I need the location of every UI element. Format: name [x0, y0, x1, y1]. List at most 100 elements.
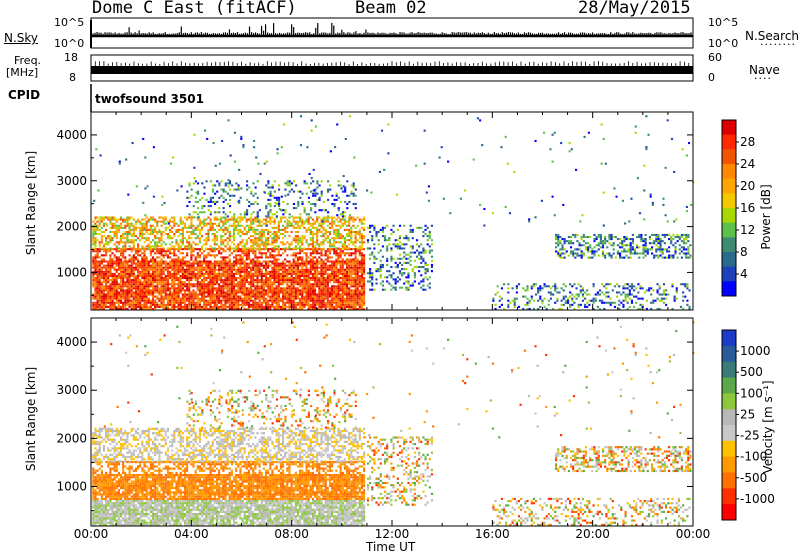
power-cell: [354, 297, 357, 300]
power-cell: [162, 297, 165, 300]
power-cell: [222, 188, 225, 191]
power-cell: [213, 262, 216, 265]
power-cell: [360, 287, 364, 290]
power-cell: [224, 287, 227, 290]
power-cell: [128, 283, 131, 286]
power-cell: [98, 248, 101, 251]
power-cell: [337, 260, 340, 263]
power-cell: [231, 184, 234, 187]
power-cell: [137, 260, 140, 263]
power-cell: [147, 299, 150, 302]
power-cell: [239, 287, 242, 290]
power-cell: [232, 277, 236, 280]
power-cell: [299, 256, 302, 259]
power-cell: [350, 230, 353, 233]
power-cell: [215, 254, 219, 257]
power-cell: [137, 264, 140, 267]
power-cell: [188, 281, 191, 284]
power-cell: [239, 303, 242, 306]
power-cell: [183, 285, 187, 288]
power-cell: [301, 260, 304, 263]
power-cell: [322, 243, 325, 246]
power-cell: [126, 272, 129, 275]
power-cell: [122, 270, 125, 273]
power-cell: [194, 228, 197, 231]
power-cell: [282, 295, 285, 298]
power-cell: [322, 299, 325, 302]
power-cell: [207, 277, 210, 280]
power-cell: [203, 297, 206, 300]
power-cell: [282, 262, 285, 265]
power-cell: [205, 287, 208, 290]
power-cell: [252, 222, 255, 225]
power-cell: [354, 279, 357, 282]
power-cell: [333, 216, 336, 219]
power-cell: [292, 299, 295, 302]
power-cell: [307, 285, 310, 288]
power-cell: [224, 270, 227, 273]
power-cell: [173, 272, 176, 275]
power-cell: [333, 287, 336, 290]
nsearch-tick-bottom: 10^0: [708, 37, 739, 50]
power-cell: [171, 281, 174, 284]
power-cell: [211, 305, 214, 308]
power-cell: [260, 268, 263, 271]
power-cell: [311, 230, 314, 233]
power-cell: [215, 230, 219, 233]
power-cell: [220, 241, 223, 244]
power-cell: [324, 268, 327, 271]
power-cell: [124, 277, 127, 280]
power-cell: [105, 264, 108, 267]
power-cell: [98, 279, 101, 282]
power-cell: [117, 250, 120, 253]
power-cell: [134, 279, 138, 282]
power-cell: [320, 293, 323, 296]
power-cell: [132, 299, 135, 302]
power-cell: [326, 289, 329, 292]
power-cell: [288, 262, 291, 265]
power-cell: [188, 200, 191, 203]
power-cell: [143, 279, 146, 282]
power-cell: [151, 293, 155, 296]
power-cell: [284, 291, 287, 294]
power-cell: [237, 260, 240, 263]
power-cell: [147, 274, 150, 277]
power-cell: [162, 266, 165, 269]
power-cell: [322, 222, 325, 225]
power-cell: [267, 228, 270, 231]
power-cell: [190, 254, 193, 257]
power-cell: [171, 230, 174, 233]
power-cell: [286, 287, 289, 290]
power-cell: [258, 279, 261, 282]
power-cell: [275, 264, 278, 267]
power-cell: [228, 266, 231, 269]
power-cell: [128, 258, 131, 261]
power-cell: [273, 262, 276, 265]
power-cell: [198, 262, 201, 265]
power-cell: [288, 235, 291, 238]
power-cell: [241, 279, 244, 282]
power-cell: [307, 291, 310, 294]
power-cell: [294, 297, 297, 300]
power-cell: [360, 283, 364, 286]
power-cell: [218, 297, 221, 300]
power-cell: [273, 289, 276, 292]
power-cell: [305, 303, 308, 306]
power-cell: [345, 262, 349, 265]
power-cell: [345, 291, 349, 294]
power-cell: [181, 295, 184, 298]
power-cell: [269, 235, 272, 238]
power-cell: [94, 279, 97, 282]
power-cell: [311, 295, 314, 298]
power-cell: [243, 303, 246, 306]
power-cell: [141, 287, 144, 290]
power-cell: [294, 254, 297, 257]
power-cell: [260, 289, 263, 292]
power-cell: [201, 182, 204, 185]
power-cell: [226, 192, 229, 195]
power-cell: [213, 218, 216, 221]
power-cell: [335, 252, 338, 255]
power-cell: [235, 182, 238, 185]
power-cell: [147, 297, 150, 300]
power-cell: [181, 305, 184, 308]
